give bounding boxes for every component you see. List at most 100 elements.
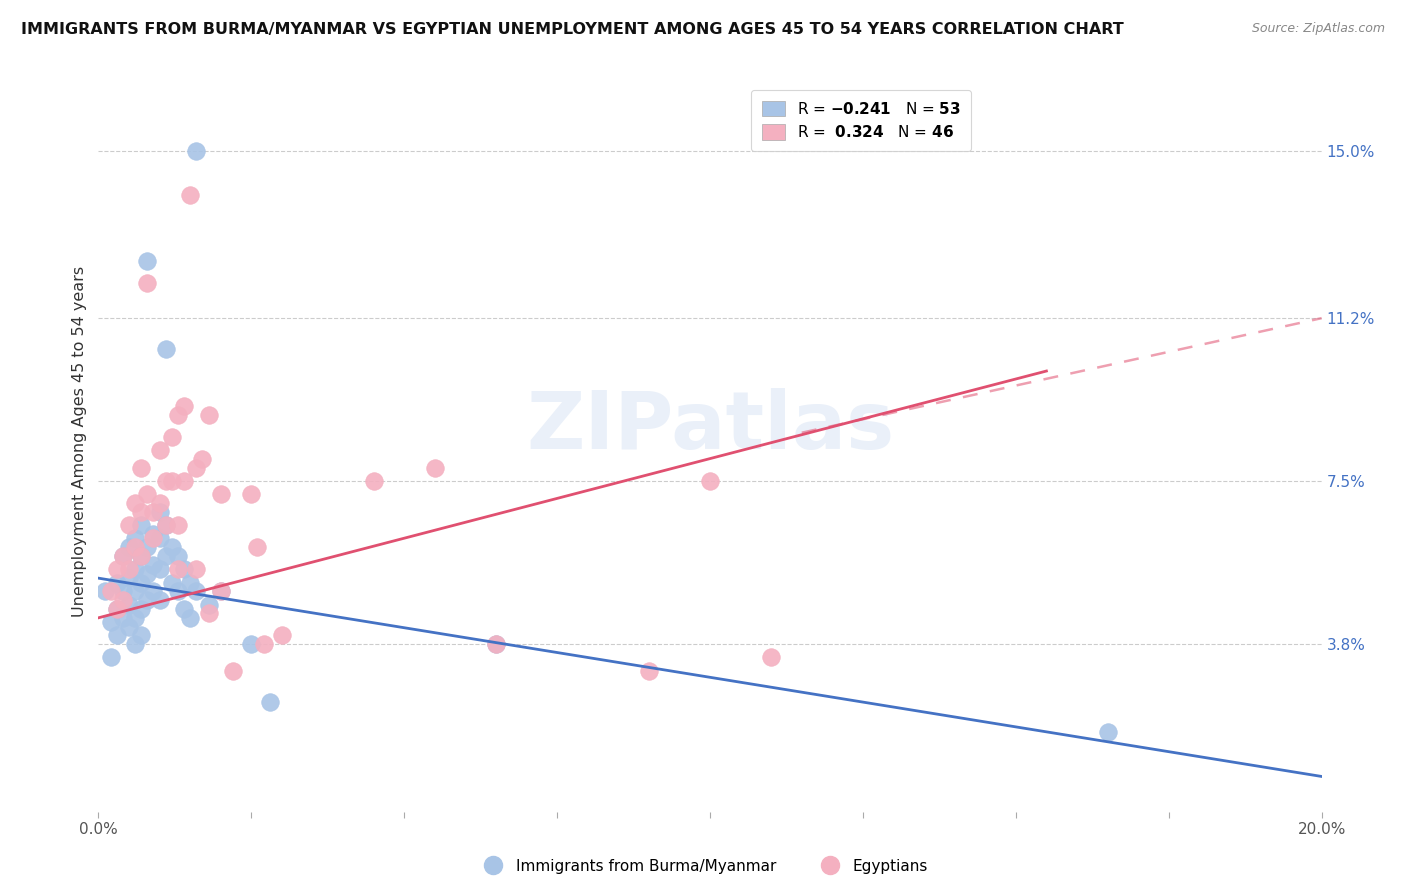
- Point: [149, 443, 172, 458]
- Point: [136, 276, 159, 290]
- Point: [149, 532, 172, 546]
- Legend: Immigrants from Burma/Myanmar, Egyptians: Immigrants from Burma/Myanmar, Egyptians: [472, 853, 934, 880]
- Point: [270, 628, 292, 642]
- Text: ZIPatlas: ZIPatlas: [526, 388, 894, 466]
- Text: IMMIGRANTS FROM BURMA/MYANMAR VS EGYPTIAN UNEMPLOYMENT AMONG AGES 45 TO 54 YEARS: IMMIGRANTS FROM BURMA/MYANMAR VS EGYPTIA…: [21, 22, 1123, 37]
- Point: [111, 611, 134, 625]
- Point: [142, 532, 165, 546]
- Point: [173, 399, 195, 413]
- Point: [105, 575, 128, 590]
- Point: [118, 598, 141, 612]
- Point: [142, 584, 165, 599]
- Point: [179, 187, 201, 202]
- Point: [160, 430, 183, 444]
- Point: [209, 487, 232, 501]
- Point: [136, 541, 159, 555]
- Point: [105, 628, 128, 642]
- Point: [191, 452, 214, 467]
- Point: [124, 532, 146, 546]
- Point: [93, 584, 115, 599]
- Point: [129, 505, 152, 519]
- Point: [149, 593, 172, 607]
- Point: [155, 342, 177, 356]
- Point: [149, 505, 172, 519]
- Point: [197, 607, 219, 621]
- Point: [105, 562, 128, 576]
- Point: [136, 593, 159, 607]
- Point: [111, 549, 134, 563]
- Legend: R = $\mathbf{-0.241}$   N = $\mathbf{53}$, R =  $\mathbf{0.324}$   N = $\mathbf{: R = $\mathbf{-0.241}$ N = $\mathbf{53}$,…: [751, 90, 972, 151]
- Point: [160, 474, 183, 488]
- Point: [129, 549, 152, 563]
- Point: [129, 628, 152, 642]
- Point: [129, 549, 152, 563]
- Point: [136, 566, 159, 581]
- Point: [124, 496, 146, 510]
- Point: [124, 637, 146, 651]
- Point: [118, 619, 141, 633]
- Point: [142, 558, 165, 572]
- Point: [129, 461, 152, 475]
- Point: [240, 487, 263, 501]
- Point: [160, 575, 183, 590]
- Point: [124, 562, 146, 576]
- Point: [167, 562, 190, 576]
- Point: [485, 637, 508, 651]
- Point: [142, 527, 165, 541]
- Point: [179, 611, 201, 625]
- Point: [699, 474, 721, 488]
- Point: [136, 253, 159, 268]
- Point: [129, 602, 152, 616]
- Text: Source: ZipAtlas.com: Source: ZipAtlas.com: [1251, 22, 1385, 36]
- Point: [186, 562, 208, 576]
- Point: [100, 650, 122, 665]
- Point: [136, 487, 159, 501]
- Point: [111, 593, 134, 607]
- Point: [118, 571, 141, 585]
- Point: [155, 474, 177, 488]
- Point: [124, 584, 146, 599]
- Point: [155, 518, 177, 533]
- Point: [118, 518, 141, 533]
- Point: [155, 549, 177, 563]
- Point: [155, 518, 177, 533]
- Point: [1097, 725, 1119, 739]
- Point: [167, 408, 190, 422]
- Point: [167, 518, 190, 533]
- Point: [259, 694, 281, 708]
- Point: [105, 602, 128, 616]
- Point: [149, 562, 172, 576]
- Point: [186, 461, 208, 475]
- Point: [209, 584, 232, 599]
- Point: [240, 637, 263, 651]
- Point: [167, 549, 190, 563]
- Point: [246, 541, 269, 555]
- Point: [363, 474, 385, 488]
- Y-axis label: Unemployment Among Ages 45 to 54 years: Unemployment Among Ages 45 to 54 years: [72, 266, 87, 617]
- Point: [129, 518, 152, 533]
- Point: [759, 650, 782, 665]
- Point: [485, 637, 508, 651]
- Point: [186, 144, 208, 158]
- Point: [118, 562, 141, 576]
- Point: [160, 541, 183, 555]
- Point: [149, 496, 172, 510]
- Point: [111, 584, 134, 599]
- Point: [100, 615, 122, 630]
- Point: [423, 461, 446, 475]
- Point: [637, 664, 661, 678]
- Point: [252, 637, 274, 651]
- Point: [124, 611, 146, 625]
- Point: [186, 584, 208, 599]
- Point: [142, 505, 165, 519]
- Point: [197, 598, 219, 612]
- Point: [111, 549, 134, 563]
- Point: [105, 602, 128, 616]
- Point: [167, 584, 190, 599]
- Point: [100, 584, 122, 599]
- Point: [173, 562, 195, 576]
- Point: [118, 541, 141, 555]
- Point: [173, 474, 195, 488]
- Point: [179, 575, 201, 590]
- Point: [209, 584, 232, 599]
